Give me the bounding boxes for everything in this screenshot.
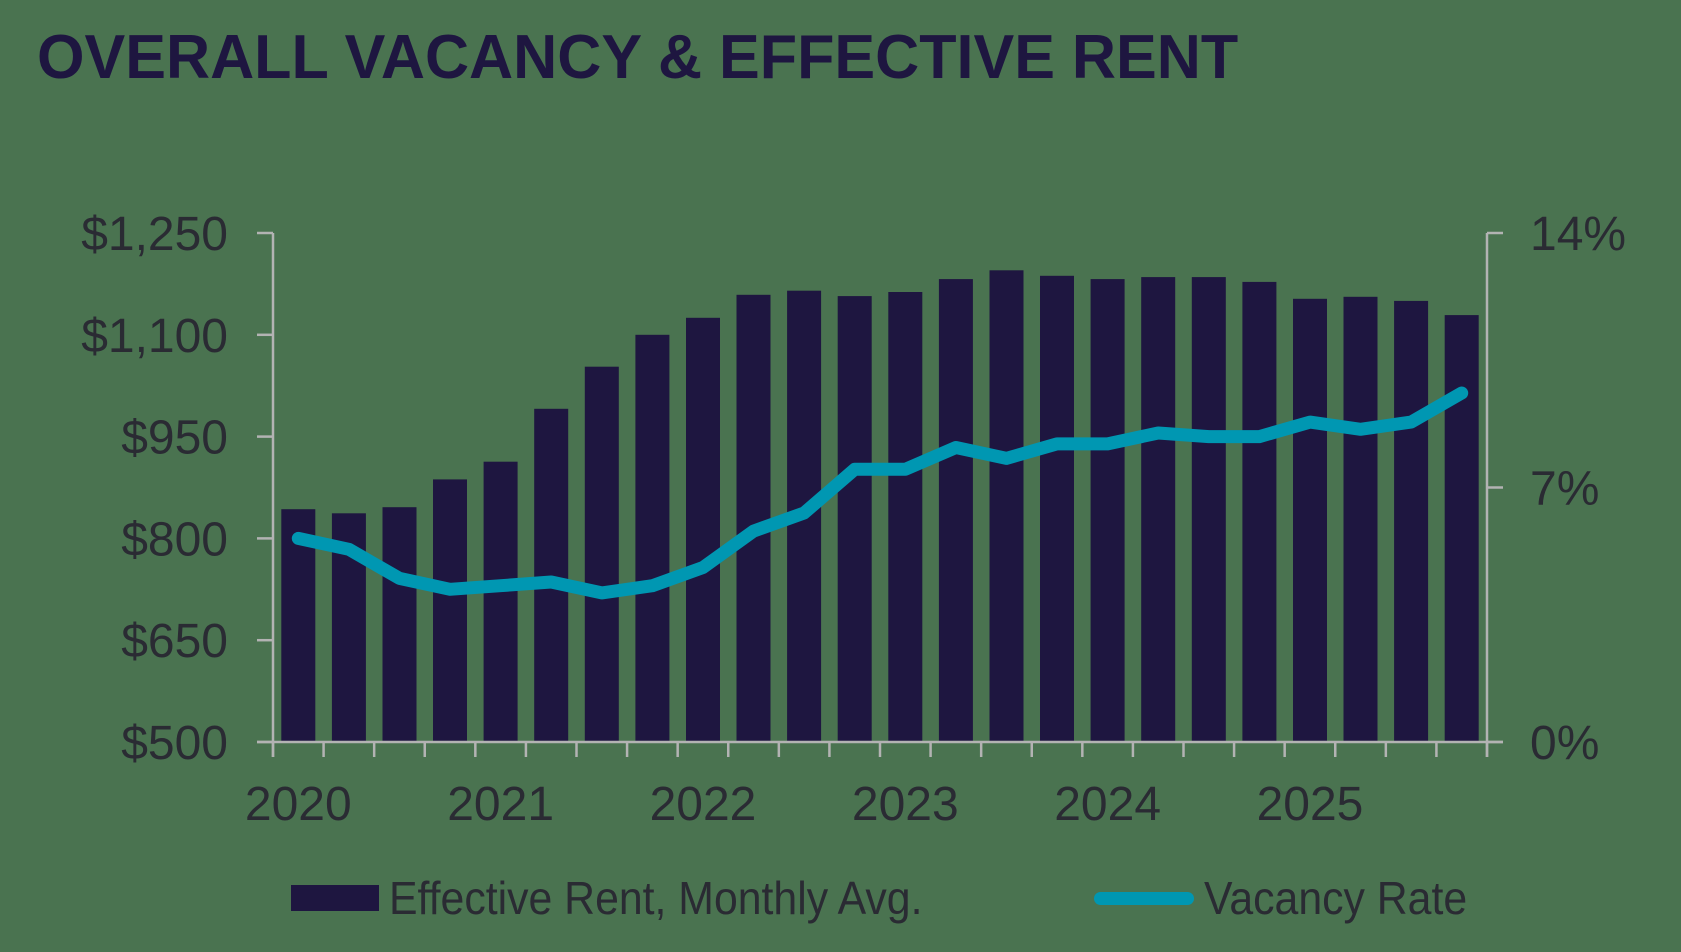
rent-bar xyxy=(736,294,771,742)
right-axis-tick-label: 14% xyxy=(1530,208,1626,261)
rent-bar xyxy=(382,507,417,742)
x-axis-year-label: 2023 xyxy=(852,778,959,831)
left-axis-tick-label: $650 xyxy=(121,615,228,668)
left-axis-tick-label: $950 xyxy=(121,412,228,465)
right-axis-tick-label: 7% xyxy=(1530,463,1599,516)
rent-bar xyxy=(433,479,467,742)
rent-bar xyxy=(1141,277,1176,742)
left-axis-tick-label: $800 xyxy=(121,513,228,566)
rent-bar xyxy=(989,270,1024,742)
legend-label-vacancy-rate: Vacancy Rate xyxy=(1204,872,1468,924)
x-axis-year-label: 2020 xyxy=(245,778,352,831)
rent-bar xyxy=(686,317,720,742)
rent-bar xyxy=(635,334,670,742)
line-swatch-icon xyxy=(1094,891,1194,905)
rent-bar xyxy=(1293,298,1327,742)
rent-bar xyxy=(837,296,872,742)
x-axis-year-label: 2024 xyxy=(1054,778,1161,831)
right-axis-tick-label: 0% xyxy=(1530,717,1599,770)
x-axis: 2020 2021 2022 2023 2024 2025 xyxy=(245,740,1503,831)
rent-bar xyxy=(1040,275,1074,742)
rent-bar xyxy=(1444,315,1479,742)
rent-bar xyxy=(1191,277,1226,742)
legend-label-effective-rent: Effective Rent, Monthly Avg. xyxy=(389,872,923,924)
vacancy-line-group xyxy=(291,386,1469,600)
right-axis: 0% 7% 14% xyxy=(1485,208,1626,770)
x-axis-year-label: 2025 xyxy=(1257,778,1364,831)
legend-item-vacancy-rate: Vacancy Rate xyxy=(1094,868,1487,928)
rent-bar xyxy=(888,292,923,742)
bar-swatch-icon xyxy=(291,885,379,911)
rent-bar xyxy=(1242,281,1277,742)
chart-title: OVERALL VACANCY & EFFECTIVE RENT xyxy=(37,23,1239,92)
rent-bar xyxy=(534,408,569,742)
rent-bar xyxy=(1090,279,1125,742)
rent-bar xyxy=(281,509,316,742)
rent-bar xyxy=(938,279,973,742)
x-axis-year-label: 2021 xyxy=(447,778,554,831)
left-axis-tick-label: $1,100 xyxy=(81,310,228,363)
rent-bar xyxy=(584,366,619,742)
left-axis-tick-label: $500 xyxy=(121,717,228,770)
vacancy-rate-line xyxy=(291,386,1469,600)
left-axis-tick-label: $1,250 xyxy=(81,208,228,261)
legend: Effective Rent, Monthly Avg. Vacancy Rat… xyxy=(0,868,1681,928)
legend-item-effective-rent: Effective Rent, Monthly Avg. xyxy=(291,868,963,928)
rent-bar xyxy=(1394,300,1429,742)
bars-group xyxy=(281,270,1479,742)
left-axis: $500 $650 $800 $950 $1,100 $1,250 xyxy=(81,208,275,770)
rent-bar xyxy=(483,461,518,742)
x-axis-year-label: 2022 xyxy=(650,778,757,831)
rent-bar xyxy=(1343,296,1378,742)
